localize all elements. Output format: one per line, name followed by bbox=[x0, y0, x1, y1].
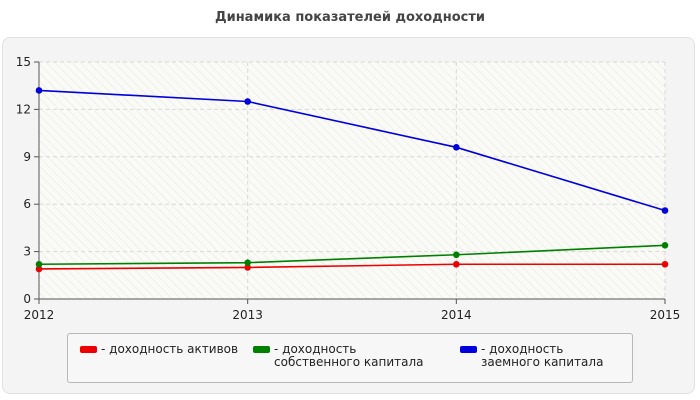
chart-title: Динамика показателей доходности bbox=[215, 10, 485, 25]
legend-swatch-equity bbox=[253, 346, 270, 353]
y-tick-label: 12 bbox=[16, 102, 31, 116]
series-0-point[interactable] bbox=[244, 264, 251, 271]
series-layer bbox=[35, 87, 669, 273]
series-1-point[interactable] bbox=[244, 259, 251, 266]
legend-label-equity: - доходность собственного капитала bbox=[274, 342, 424, 369]
legend-item-equity[interactable]: - доходность собственного капитала bbox=[253, 343, 438, 369]
legend-swatch-debt bbox=[460, 346, 477, 353]
x-tick-label: 2015 bbox=[650, 308, 681, 322]
series-1-point[interactable] bbox=[661, 241, 669, 249]
legend-swatch-assets bbox=[80, 346, 97, 353]
series-2-point[interactable] bbox=[661, 207, 669, 214]
y-tick-label: 3 bbox=[23, 245, 31, 259]
y-tick-label: 9 bbox=[23, 150, 31, 164]
series-0-point[interactable] bbox=[453, 260, 460, 268]
series-1-point[interactable] bbox=[35, 260, 43, 268]
legend-label-assets: - доходность активов bbox=[101, 342, 239, 356]
legend: - доходность активов - доходность собств… bbox=[67, 333, 633, 383]
series-2-point[interactable] bbox=[35, 87, 43, 94]
x-tick-label: 2014 bbox=[441, 308, 472, 322]
series-0-point[interactable] bbox=[661, 260, 669, 268]
series-1-point[interactable] bbox=[453, 251, 460, 259]
legend-item-debt[interactable]: - доходность заемного капитала bbox=[460, 343, 620, 369]
legend-label-debt: - доходность заемного капитала bbox=[481, 342, 604, 369]
series-2-point[interactable] bbox=[244, 98, 251, 105]
x-tick-label: 2013 bbox=[232, 308, 263, 322]
y-tick-label: 0 bbox=[23, 292, 31, 306]
series-0-point[interactable] bbox=[35, 265, 43, 273]
series-line-2[interactable] bbox=[38, 89, 666, 212]
series-line-1[interactable] bbox=[38, 244, 666, 266]
series-line-0[interactable] bbox=[38, 263, 665, 270]
y-tick-label: 15 bbox=[16, 55, 31, 69]
y-tick-label: 6 bbox=[23, 197, 31, 211]
axes bbox=[34, 61, 666, 304]
x-tick-label: 2012 bbox=[24, 308, 55, 322]
legend-item-assets[interactable]: - доходность активов bbox=[80, 343, 240, 356]
series-2-point[interactable] bbox=[453, 144, 460, 151]
tick-labels: 0 3 6 9 12 15 2012 2013 2014 2015 bbox=[16, 55, 681, 322]
